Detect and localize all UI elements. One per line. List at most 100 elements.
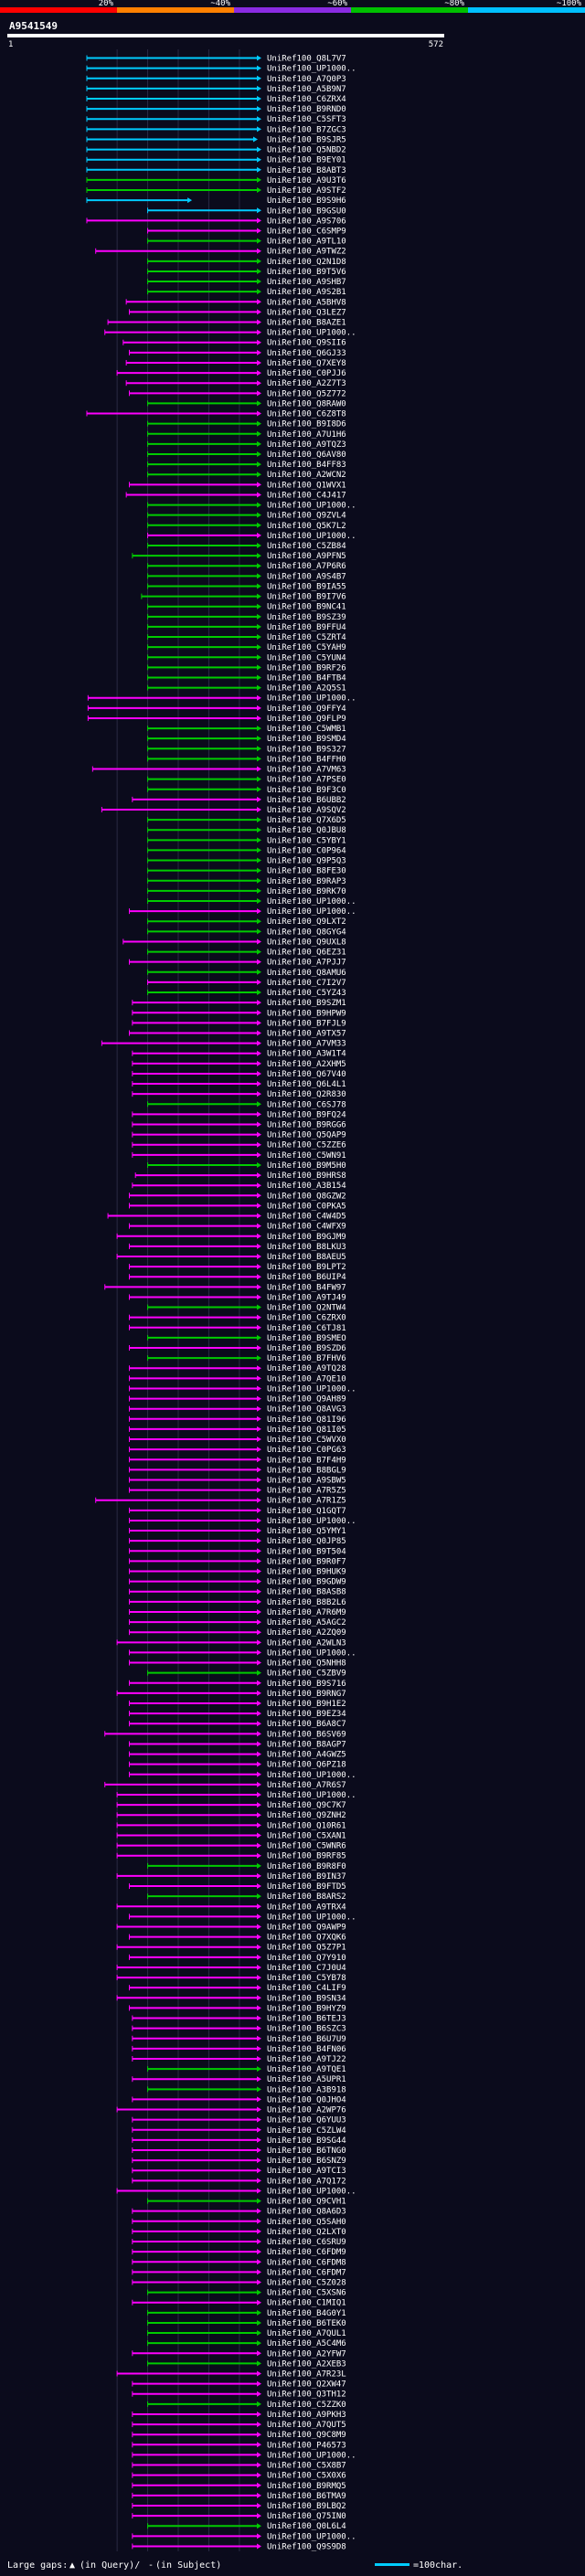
hit-row[interactable]: UniRef100_B8ABT3 [86, 166, 346, 175]
hit-row[interactable]: UniRef100_Q9UXL8 [122, 938, 346, 947]
hit-row[interactable]: UniRef100_UP1000.. [128, 907, 356, 917]
hit-row[interactable]: UniRef100_Q1WVX1 [128, 481, 346, 490]
hit-row[interactable]: UniRef100_A7QUT5 [132, 2421, 346, 2430]
hit-row[interactable]: UniRef100_B4FN06 [132, 2045, 346, 2054]
hit-row[interactable]: UniRef100_UP1000.. [128, 1771, 356, 1780]
hit-row[interactable]: UniRef100_UP1000.. [116, 1791, 356, 1800]
hit-row[interactable]: UniRef100_Q75IN0 [132, 2512, 346, 2521]
hit-row[interactable]: UniRef100_B6TEJ3 [132, 2015, 346, 2024]
hit-row[interactable]: UniRef100_B9RF85 [116, 1852, 346, 1861]
hit-row[interactable]: UniRef100_B9SN34 [116, 1994, 346, 2003]
hit-row[interactable]: UniRef100_A2YFW7 [132, 2349, 346, 2359]
hit-row[interactable]: UniRef100_B4FW97 [104, 1283, 346, 1292]
hit-row[interactable]: UniRef100_B9HPW9 [132, 1009, 346, 1018]
hit-row[interactable]: UniRef100_Q9AWP9 [116, 1924, 346, 1933]
hit-row[interactable]: UniRef100_C5Z028 [132, 2278, 346, 2287]
hit-row[interactable]: UniRef100_Q0JHO4 [132, 2095, 346, 2104]
hit-row[interactable]: UniRef100_C5X8B7 [132, 2462, 346, 2471]
hit-row[interactable]: UniRef100_B6SV69 [104, 1730, 346, 1739]
hit-row[interactable]: UniRef100_A7R6M9 [128, 1608, 346, 1617]
hit-row[interactable]: UniRef100_Q6YUU3 [132, 2116, 346, 2125]
hit-row[interactable]: UniRef100_A9TWZ2 [95, 248, 346, 257]
hit-row[interactable]: UniRef100_B9GJM9 [116, 1233, 346, 1242]
hit-row[interactable]: UniRef100_B9SZ39 [147, 613, 346, 622]
hit-row[interactable]: UniRef100_A9TCI3 [132, 2167, 346, 2176]
hit-row[interactable]: UniRef100_B8LKU3 [128, 1243, 346, 1252]
hit-row[interactable]: UniRef100_Q9C7K7 [116, 1801, 346, 1810]
hit-row[interactable]: UniRef100_C5WMB1 [147, 725, 346, 734]
hit-row[interactable]: UniRef100_B9SJR5 [86, 135, 346, 144]
hit-row[interactable]: UniRef100_A9TQ28 [128, 1364, 346, 1373]
hit-row[interactable]: UniRef100_Q6L4L1 [132, 1080, 346, 1089]
hit-row[interactable]: UniRef100_A4GWZ5 [128, 1751, 346, 1760]
hit-row[interactable]: UniRef100_C5WNR6 [116, 1842, 346, 1851]
hit-row[interactable]: UniRef100_Q2N1D8 [147, 258, 346, 267]
hit-row[interactable]: UniRef100_B8B2L6 [128, 1598, 346, 1607]
hit-row[interactable]: UniRef100_A5C4M6 [147, 2339, 346, 2348]
hit-row[interactable]: UniRef100_B9SZD6 [128, 1344, 346, 1353]
hit-row[interactable]: UniRef100_A7R6S7 [104, 1781, 346, 1790]
hit-row[interactable]: UniRef100_C6SMP9 [147, 227, 346, 236]
hit-row[interactable]: UniRef100_B4G0Y1 [147, 2309, 346, 2318]
hit-row[interactable]: UniRef100_B9SMD4 [147, 735, 346, 744]
hit-row[interactable]: UniRef100_B9R0F7 [128, 1557, 346, 1566]
hit-row[interactable]: UniRef100_UP1000.. [147, 502, 356, 511]
hit-row[interactable]: UniRef100_B8BGL9 [128, 1466, 346, 1475]
hit-row[interactable]: UniRef100_B6SZC3 [132, 2025, 346, 2034]
hit-row[interactable]: UniRef100_A9TRX4 [116, 1903, 346, 1912]
hit-row[interactable]: UniRef100_Q2XW47 [132, 2380, 346, 2390]
hit-row[interactable]: UniRef100_B9RGG6 [132, 1121, 346, 1130]
hit-row[interactable]: UniRef100_C5SFT3 [86, 115, 346, 124]
hit-row[interactable]: UniRef100_C5XSN6 [147, 2289, 346, 2298]
hit-row[interactable]: UniRef100_A9SHB7 [147, 278, 346, 287]
hit-row[interactable]: UniRef100_A3B154 [132, 1182, 346, 1191]
hit-row[interactable]: UniRef100_A7PSE0 [147, 776, 346, 785]
hit-row[interactable]: UniRef100_Q67V40 [132, 1070, 346, 1079]
hit-row[interactable]: UniRef100_A2WLN3 [116, 1638, 346, 1648]
hit-row[interactable]: UniRef100_Q2R830 [132, 1090, 346, 1099]
hit-row[interactable]: UniRef100_A9TJ22 [132, 2055, 346, 2064]
hit-row[interactable]: UniRef100_A9TX57 [128, 1029, 346, 1038]
hit-row[interactable]: UniRef100_C5ZBV9 [147, 1670, 346, 1679]
hit-row[interactable]: UniRef100_Q0JBU8 [147, 826, 346, 835]
hit-row[interactable]: UniRef100_A9SQV2 [101, 806, 346, 815]
hit-row[interactable]: UniRef100_Q5QAP9 [132, 1131, 346, 1140]
hit-row[interactable]: UniRef100_Q3LEZ7 [128, 308, 346, 317]
hit-row[interactable]: UniRef100_Q8GZW2 [128, 1192, 346, 1201]
hit-row[interactable]: UniRef100_B4FFH0 [147, 755, 346, 764]
hit-row[interactable]: UniRef100_Q8L7V7 [86, 55, 346, 64]
hit-row[interactable]: UniRef100_C5YZ43 [147, 989, 346, 998]
hit-row[interactable]: UniRef100_A2Q5S1 [147, 684, 346, 694]
hit-row[interactable]: UniRef100_A9S4B7 [147, 572, 346, 581]
hit-row[interactable]: UniRef100_Q6GJ33 [128, 349, 346, 358]
hit-row[interactable]: UniRef100_B9RF26 [147, 663, 346, 673]
hit-row[interactable]: UniRef100_A7P6R6 [147, 562, 346, 571]
hit-row[interactable]: UniRef100_Q9P5Q3 [147, 857, 346, 866]
hit-row[interactable]: UniRef100_C6ZRX0 [128, 1314, 346, 1323]
hit-row[interactable]: UniRef100_A7Q172 [132, 2177, 346, 2186]
hit-row[interactable]: UniRef100_A7R23L [116, 2370, 346, 2380]
hit-row[interactable]: UniRef100_Q3TH12 [132, 2390, 346, 2400]
hit-row[interactable]: UniRef100_B9RNG7 [116, 1690, 346, 1699]
hit-row[interactable]: UniRef100_C4LIF9 [128, 1984, 346, 1993]
hit-row[interactable]: UniRef100_Q9LXT2 [147, 917, 346, 927]
hit-row[interactable]: UniRef100_C6SRU9 [132, 2238, 346, 2247]
hit-row[interactable]: UniRef100_A9U3T6 [86, 176, 346, 186]
hit-row[interactable]: UniRef100_Q8AVG3 [128, 1405, 346, 1415]
hit-row[interactable]: UniRef100_B8AEU5 [116, 1253, 346, 1262]
hit-row[interactable]: UniRef100_Q0JP85 [128, 1537, 346, 1546]
hit-row[interactable]: UniRef100_A5UPR1 [132, 2075, 346, 2084]
hit-row[interactable]: UniRef100_Q8GYG4 [147, 928, 346, 937]
hit-row[interactable]: UniRef100_C6TJ81 [128, 1324, 346, 1333]
hit-row[interactable]: UniRef100_C5ZZE6 [132, 1141, 346, 1150]
hit-row[interactable]: UniRef100_C6FDM7 [132, 2268, 346, 2277]
hit-row[interactable]: UniRef100_Q2NTW4 [147, 1304, 346, 1313]
hit-row[interactable]: UniRef100_A7PJJ7 [128, 959, 346, 968]
hit-row[interactable]: UniRef100_A7QUL1 [147, 2329, 346, 2338]
hit-row[interactable]: UniRef100_B9R8F0 [147, 1862, 346, 1871]
hit-row[interactable]: UniRef100_A9PKH3 [132, 2411, 346, 2420]
hit-row[interactable]: UniRef100_Q9ZNH2 [116, 1811, 346, 1820]
hit-row[interactable]: UniRef100_UP1000.. [128, 1384, 356, 1394]
hit-row[interactable]: UniRef100_UP1000.. [147, 532, 356, 541]
hit-row[interactable]: UniRef100_A2WCN2 [147, 471, 346, 480]
